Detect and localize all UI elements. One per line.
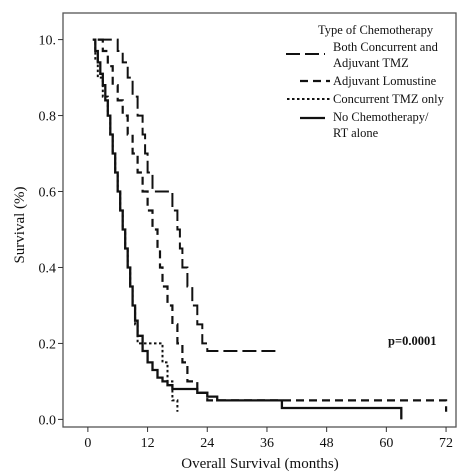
axis-ticks: 0 12 24 36 48 60 72 0.0 0.2 0.4 0.6 0.8 10. xyxy=(39,34,454,451)
y-tick-label: 0.8 xyxy=(39,110,57,125)
legend-label-both-tmz-line1: Both Concurrent and xyxy=(333,40,439,54)
plot-frame xyxy=(62,12,457,428)
x-tick-label: 0 xyxy=(84,436,91,451)
legend-title: Type of Chemotherapy xyxy=(318,23,434,37)
curve-both-tmz xyxy=(97,38,277,352)
y-tick-label: 10. xyxy=(39,34,57,49)
x-tick-label: 36 xyxy=(260,436,274,451)
legend-label-lomustine: Adjuvant Lomustine xyxy=(333,74,437,88)
legend: Type of Chemotherapy Both Concurrent and… xyxy=(286,23,445,140)
curve-lomustine xyxy=(97,38,448,412)
legend-label-both-tmz-line2: Adjuvant TMZ xyxy=(333,56,409,70)
y-axis-label: Survival (%) xyxy=(12,186,28,263)
x-tick-label: 72 xyxy=(439,436,453,451)
p-value-annotation: p=0.0001 xyxy=(388,334,436,348)
legend-label-concurrent-tmz: Concurrent TMZ only xyxy=(333,92,445,106)
legend-label-no-chemo-line2: RT alone xyxy=(333,126,379,140)
y-tick-label: 0.4 xyxy=(39,261,57,276)
y-tick-label: 0.0 xyxy=(39,413,57,428)
x-tick-label: 48 xyxy=(320,436,334,451)
x-tick-label: 24 xyxy=(200,436,214,451)
curve-no-chemo xyxy=(92,38,403,420)
y-tick-label: 0.6 xyxy=(39,186,57,201)
legend-label-no-chemo-line1: No Chemotherapy/ xyxy=(333,110,429,124)
y-tick-label: 0.2 xyxy=(39,337,57,352)
x-tick-label: 12 xyxy=(141,436,155,451)
survival-curves xyxy=(92,38,448,420)
x-tick-label: 60 xyxy=(379,436,393,451)
x-axis-label: Overall Survival (months) xyxy=(181,456,338,472)
